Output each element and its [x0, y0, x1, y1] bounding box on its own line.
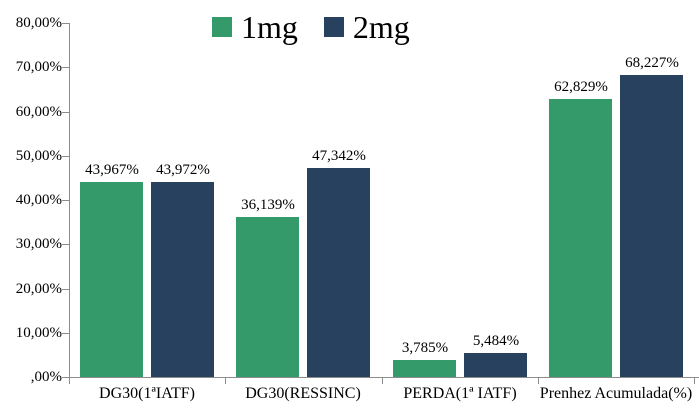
chart-legend: 1mg 2mg: [212, 10, 410, 44]
y-tick-label: 20,00%: [15, 281, 62, 297]
bar-value-label: 68,227%: [625, 55, 679, 71]
x-tick: [694, 378, 695, 384]
bar-value-label: 36,139%: [241, 197, 295, 213]
legend-item-2mg: 2mg: [323, 9, 410, 45]
x-axis-label: DG30(1ªIATF): [99, 385, 195, 402]
bar-2mg-2: [464, 353, 527, 377]
y-tick-label: 60,00%: [15, 104, 62, 120]
x-axis-label: PERDA(1ª IATF): [403, 385, 517, 402]
legend-item-1mg: 1mg: [212, 10, 298, 44]
y-tick-label: ,00%: [30, 369, 62, 385]
y-tick: [62, 200, 69, 201]
y-tick: [62, 244, 69, 245]
bar-2mg-3: [620, 75, 683, 377]
y-tick: [62, 156, 69, 157]
x-axis-line: [69, 377, 699, 378]
legend-swatch-1mg: [212, 17, 232, 37]
y-tick: [62, 377, 69, 378]
legend-label-1mg: 1mg: [241, 9, 298, 45]
bar-value-label: 47,342%: [312, 148, 366, 164]
y-axis-line: [69, 23, 70, 378]
y-tick-label: 10,00%: [15, 325, 62, 341]
legend-swatch-2mg: [323, 17, 344, 37]
bar-value-label: 43,972%: [156, 162, 210, 178]
bar-1mg-0: [80, 182, 143, 377]
bar-value-label: 5,484%: [472, 333, 520, 349]
bar-value-label: 3,785%: [401, 340, 449, 356]
bar-2mg-1: [307, 168, 370, 377]
y-tick: [62, 23, 69, 24]
x-tick: [69, 378, 70, 384]
y-tick-label: 40,00%: [15, 192, 62, 208]
x-axis-label: Prenhez Acumulada(%): [539, 385, 693, 402]
bar-value-label: 43,967%: [85, 162, 139, 178]
bar-1mg-1: [236, 217, 299, 377]
x-tick: [538, 378, 539, 384]
y-tick-label: 30,00%: [15, 236, 62, 252]
bar-1mg-3: [549, 99, 612, 377]
y-tick-label: 80,00%: [15, 15, 62, 31]
y-tick: [62, 112, 69, 113]
bar-value-label: 62,829%: [554, 79, 608, 95]
x-tick: [225, 378, 226, 384]
legend-label-2mg: 2mg: [352, 9, 410, 45]
x-tick: [382, 378, 383, 384]
x-axis-label: DG30(RESSINC): [245, 385, 361, 402]
y-tick-label: 50,00%: [15, 148, 62, 164]
bar-1mg-2: [393, 360, 456, 377]
y-tick-label: 70,00%: [15, 59, 62, 75]
y-tick: [62, 67, 69, 68]
y-tick: [62, 333, 69, 334]
bar-2mg-0: [151, 182, 214, 377]
y-tick: [62, 289, 69, 290]
